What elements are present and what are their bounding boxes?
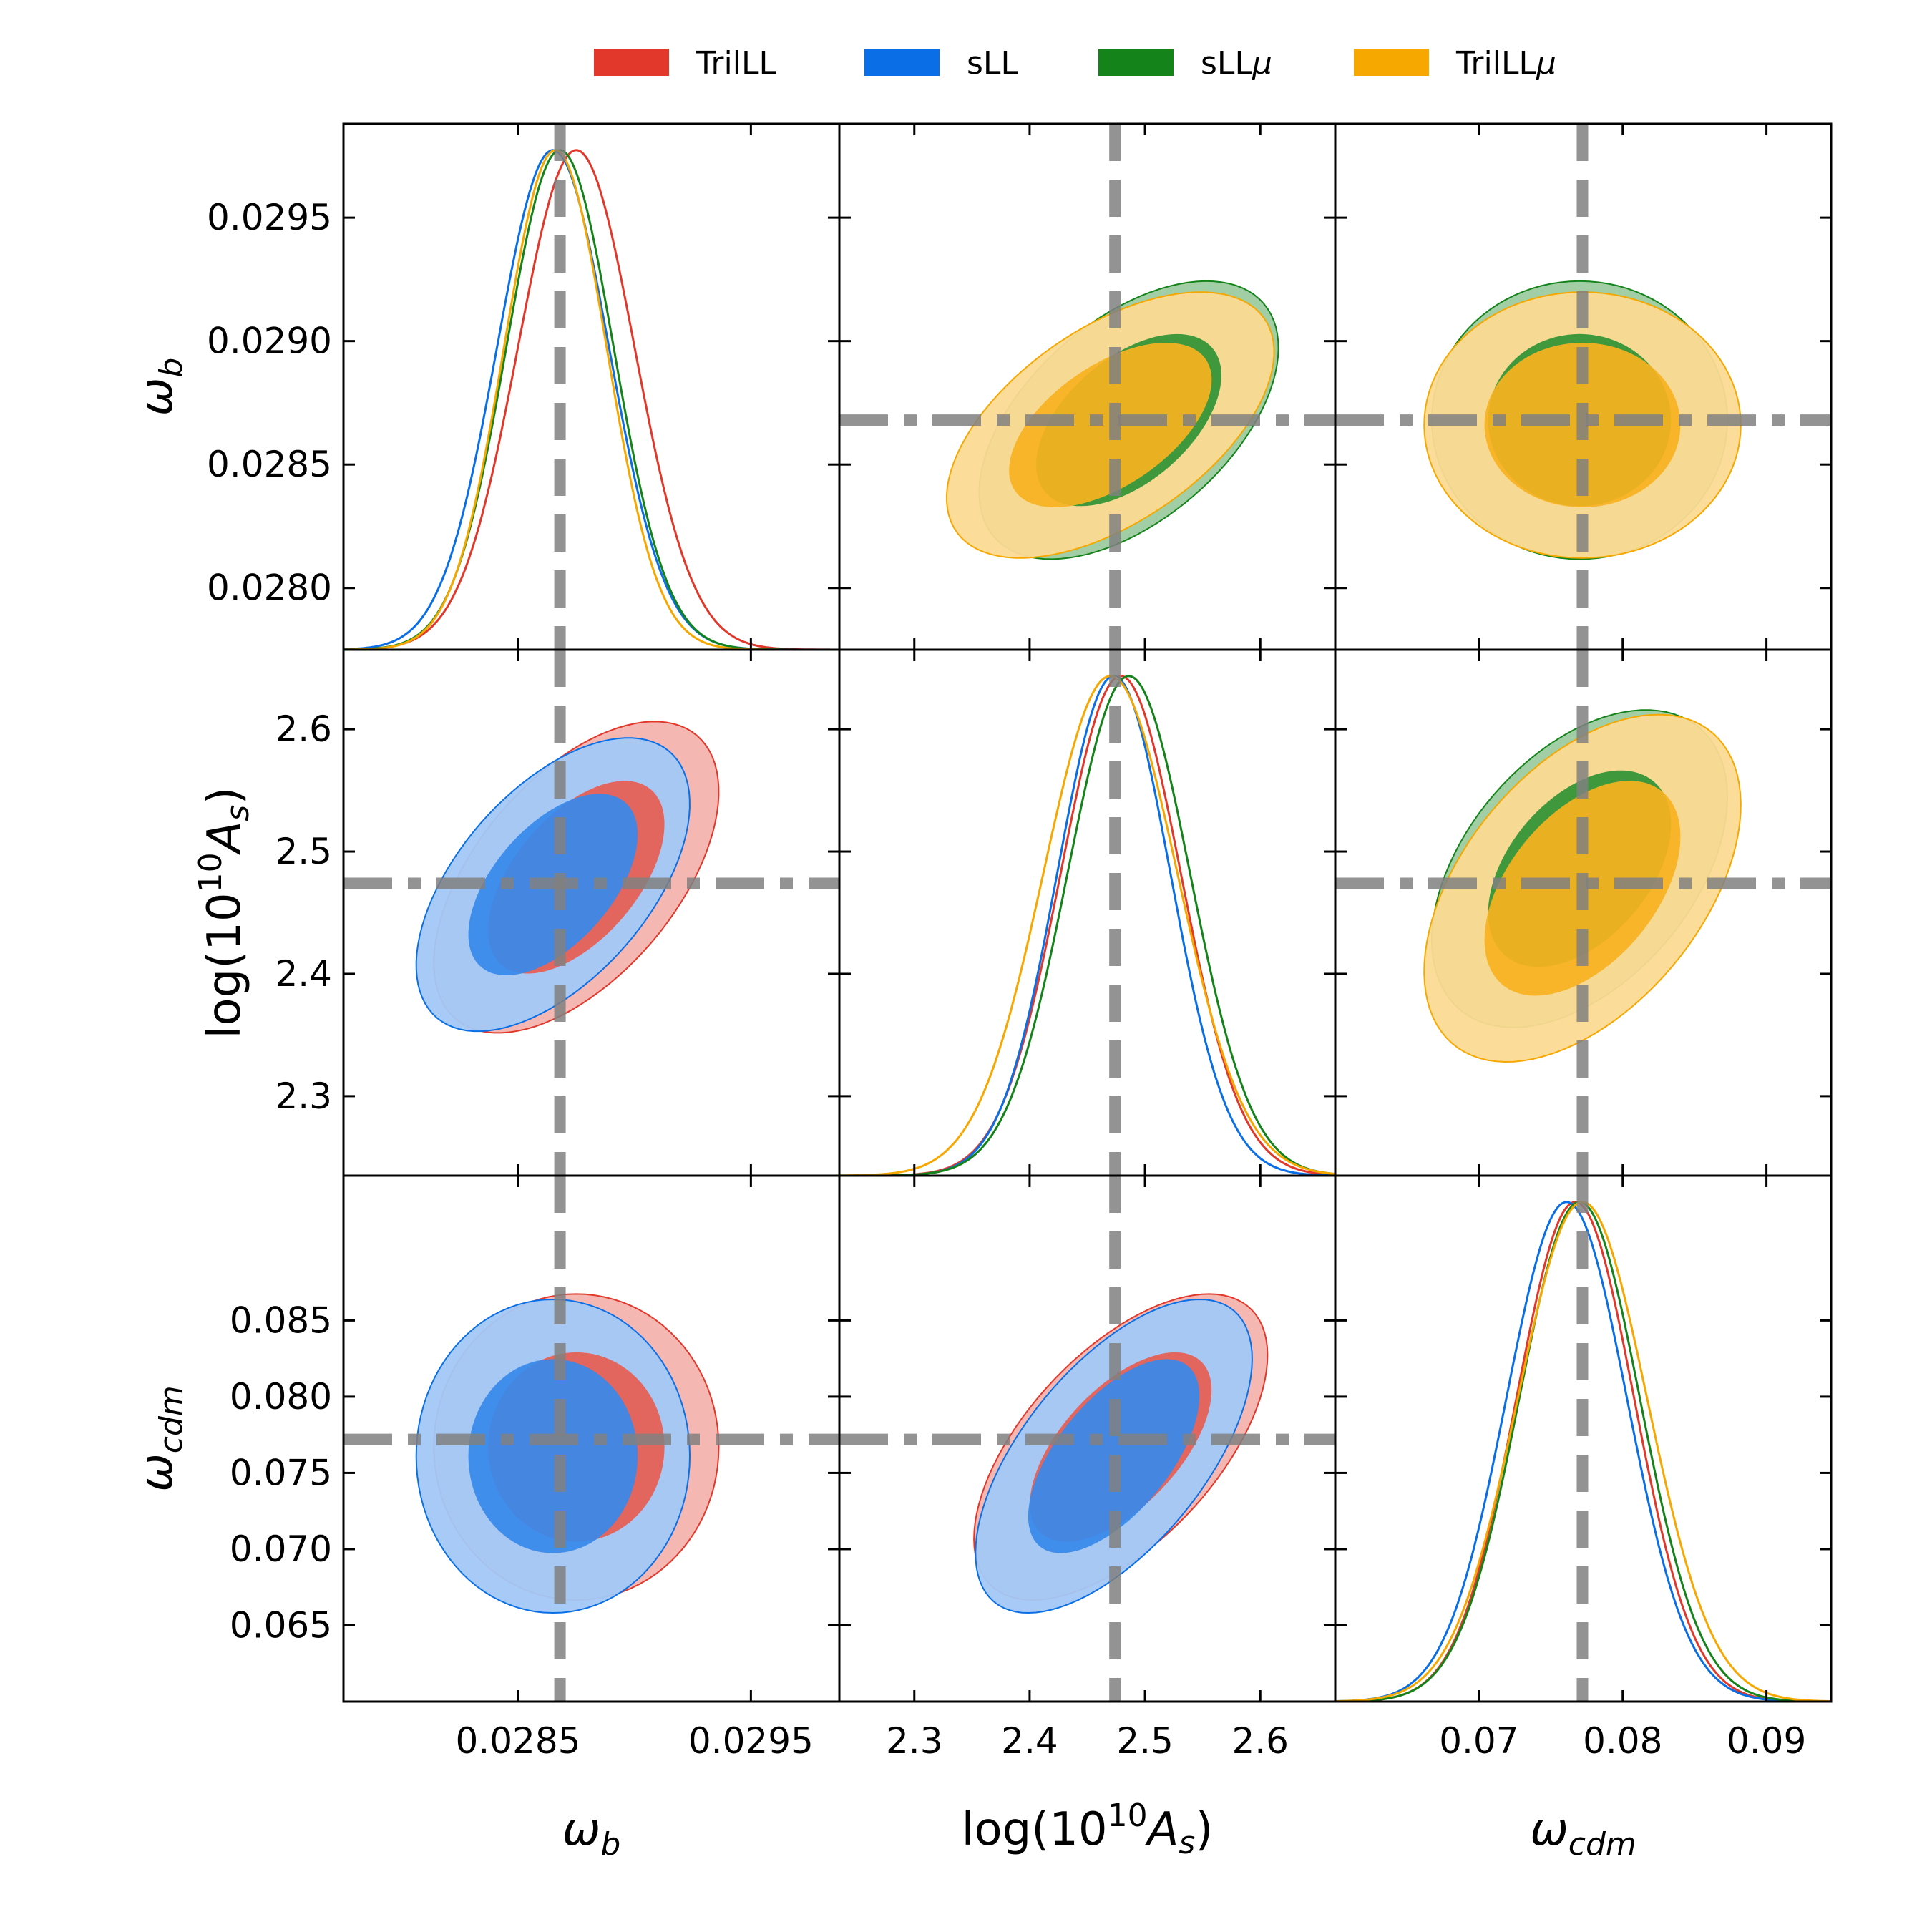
contour-68-sLL — [468, 1359, 638, 1553]
y-tick-label: 2.5 — [275, 831, 332, 872]
y-tick-label: 0.085 — [230, 1299, 332, 1341]
panel-lnAs-vs-lnAs — [839, 650, 1335, 1176]
legend-swatch — [864, 49, 940, 76]
x-tick-label: 2.6 — [1231, 1720, 1289, 1762]
panel-border — [1334, 1174, 1833, 1703]
y-tick-label: 0.0295 — [207, 197, 332, 238]
legend-item-sLLmu: sLLμ — [1098, 45, 1272, 82]
y-tick-label: 0.070 — [230, 1528, 332, 1570]
y-tick-label: 2.3 — [275, 1075, 332, 1117]
marginal-curve-TrilLL — [343, 149, 839, 650]
legend-item-sLL: sLL — [864, 45, 1018, 82]
legend-item-TrilLL: TrilLL — [594, 45, 776, 82]
panel-lnAs-vs-wb — [343, 650, 839, 1176]
y-axis-title-wcdm: ωcdm — [130, 1385, 190, 1492]
legend-label: sLLμ — [1201, 45, 1272, 82]
y-axis-title-lnAs: log(1010As) — [192, 787, 256, 1039]
panel-wcdm-vs-wcdm — [1335, 1176, 1831, 1702]
y-tick-label: 0.0290 — [207, 321, 332, 362]
x-tick-label: 2.5 — [1116, 1720, 1174, 1762]
x-axis-title-wb: ωb — [562, 1803, 621, 1863]
x-tick-label: 0.08 — [1583, 1720, 1662, 1762]
panel-wcdm-vs-wb — [343, 1176, 839, 1702]
panel-lnAs-vs-wcdm — [1335, 650, 1831, 1176]
panel-grid: 0.0285 0.0295 ωb 2.3 2.4 2.5 2.6 log(1010As) 0.0… — [130, 122, 1833, 1863]
panel-wb-vs-lnAs — [839, 124, 1335, 650]
legend-swatch — [1098, 49, 1174, 76]
x-axis-title-wcdm: ωcdm — [1530, 1803, 1636, 1863]
legend-swatch — [594, 49, 669, 76]
x-tick-label: 2.3 — [886, 1720, 943, 1762]
panel-wb-vs-wcdm — [1335, 124, 1831, 650]
y-tick-label: 2.6 — [275, 708, 332, 750]
y-tick-label: 0.0280 — [207, 567, 332, 609]
legend-label: TrilLL — [696, 45, 776, 82]
x-tick-label: 0.0295 — [688, 1720, 814, 1762]
y-tick-label: 0.065 — [230, 1604, 332, 1646]
panel-frame — [1334, 1174, 1833, 1703]
y-tick-label: 0.080 — [230, 1376, 332, 1418]
y-tick-label: 2.4 — [275, 953, 332, 995]
marginal-curve-sLLmu — [839, 675, 1335, 1176]
marginal-curve-sLL — [1335, 1201, 1831, 1702]
x-axis-title-lnAs: log(1010As) — [962, 1797, 1214, 1861]
x-tick-label: 0.09 — [1727, 1720, 1806, 1762]
x-tick-label: 2.4 — [1001, 1720, 1058, 1762]
legend: TrilLL sLL sLLμ TrilLLμ — [594, 45, 1556, 82]
legend-swatch — [1354, 49, 1429, 76]
panel-wcdm-vs-lnAs — [839, 1176, 1335, 1702]
legend-label: sLL — [967, 45, 1018, 82]
x-tick-label: 0.07 — [1439, 1720, 1518, 1762]
legend-label: TrilLLμ — [1455, 45, 1556, 82]
y-tick-label: 0.075 — [230, 1452, 332, 1493]
x-tick-label: 0.0285 — [456, 1720, 581, 1762]
y-axis-title-wb: ωb — [130, 358, 190, 416]
marginal-curve-TrilLLmu — [839, 675, 1335, 1176]
panel-wb-vs-wb — [343, 124, 839, 650]
legend-item-TrilLLmu: TrilLLμ — [1354, 45, 1556, 82]
y-tick-label: 0.0285 — [207, 444, 332, 485]
